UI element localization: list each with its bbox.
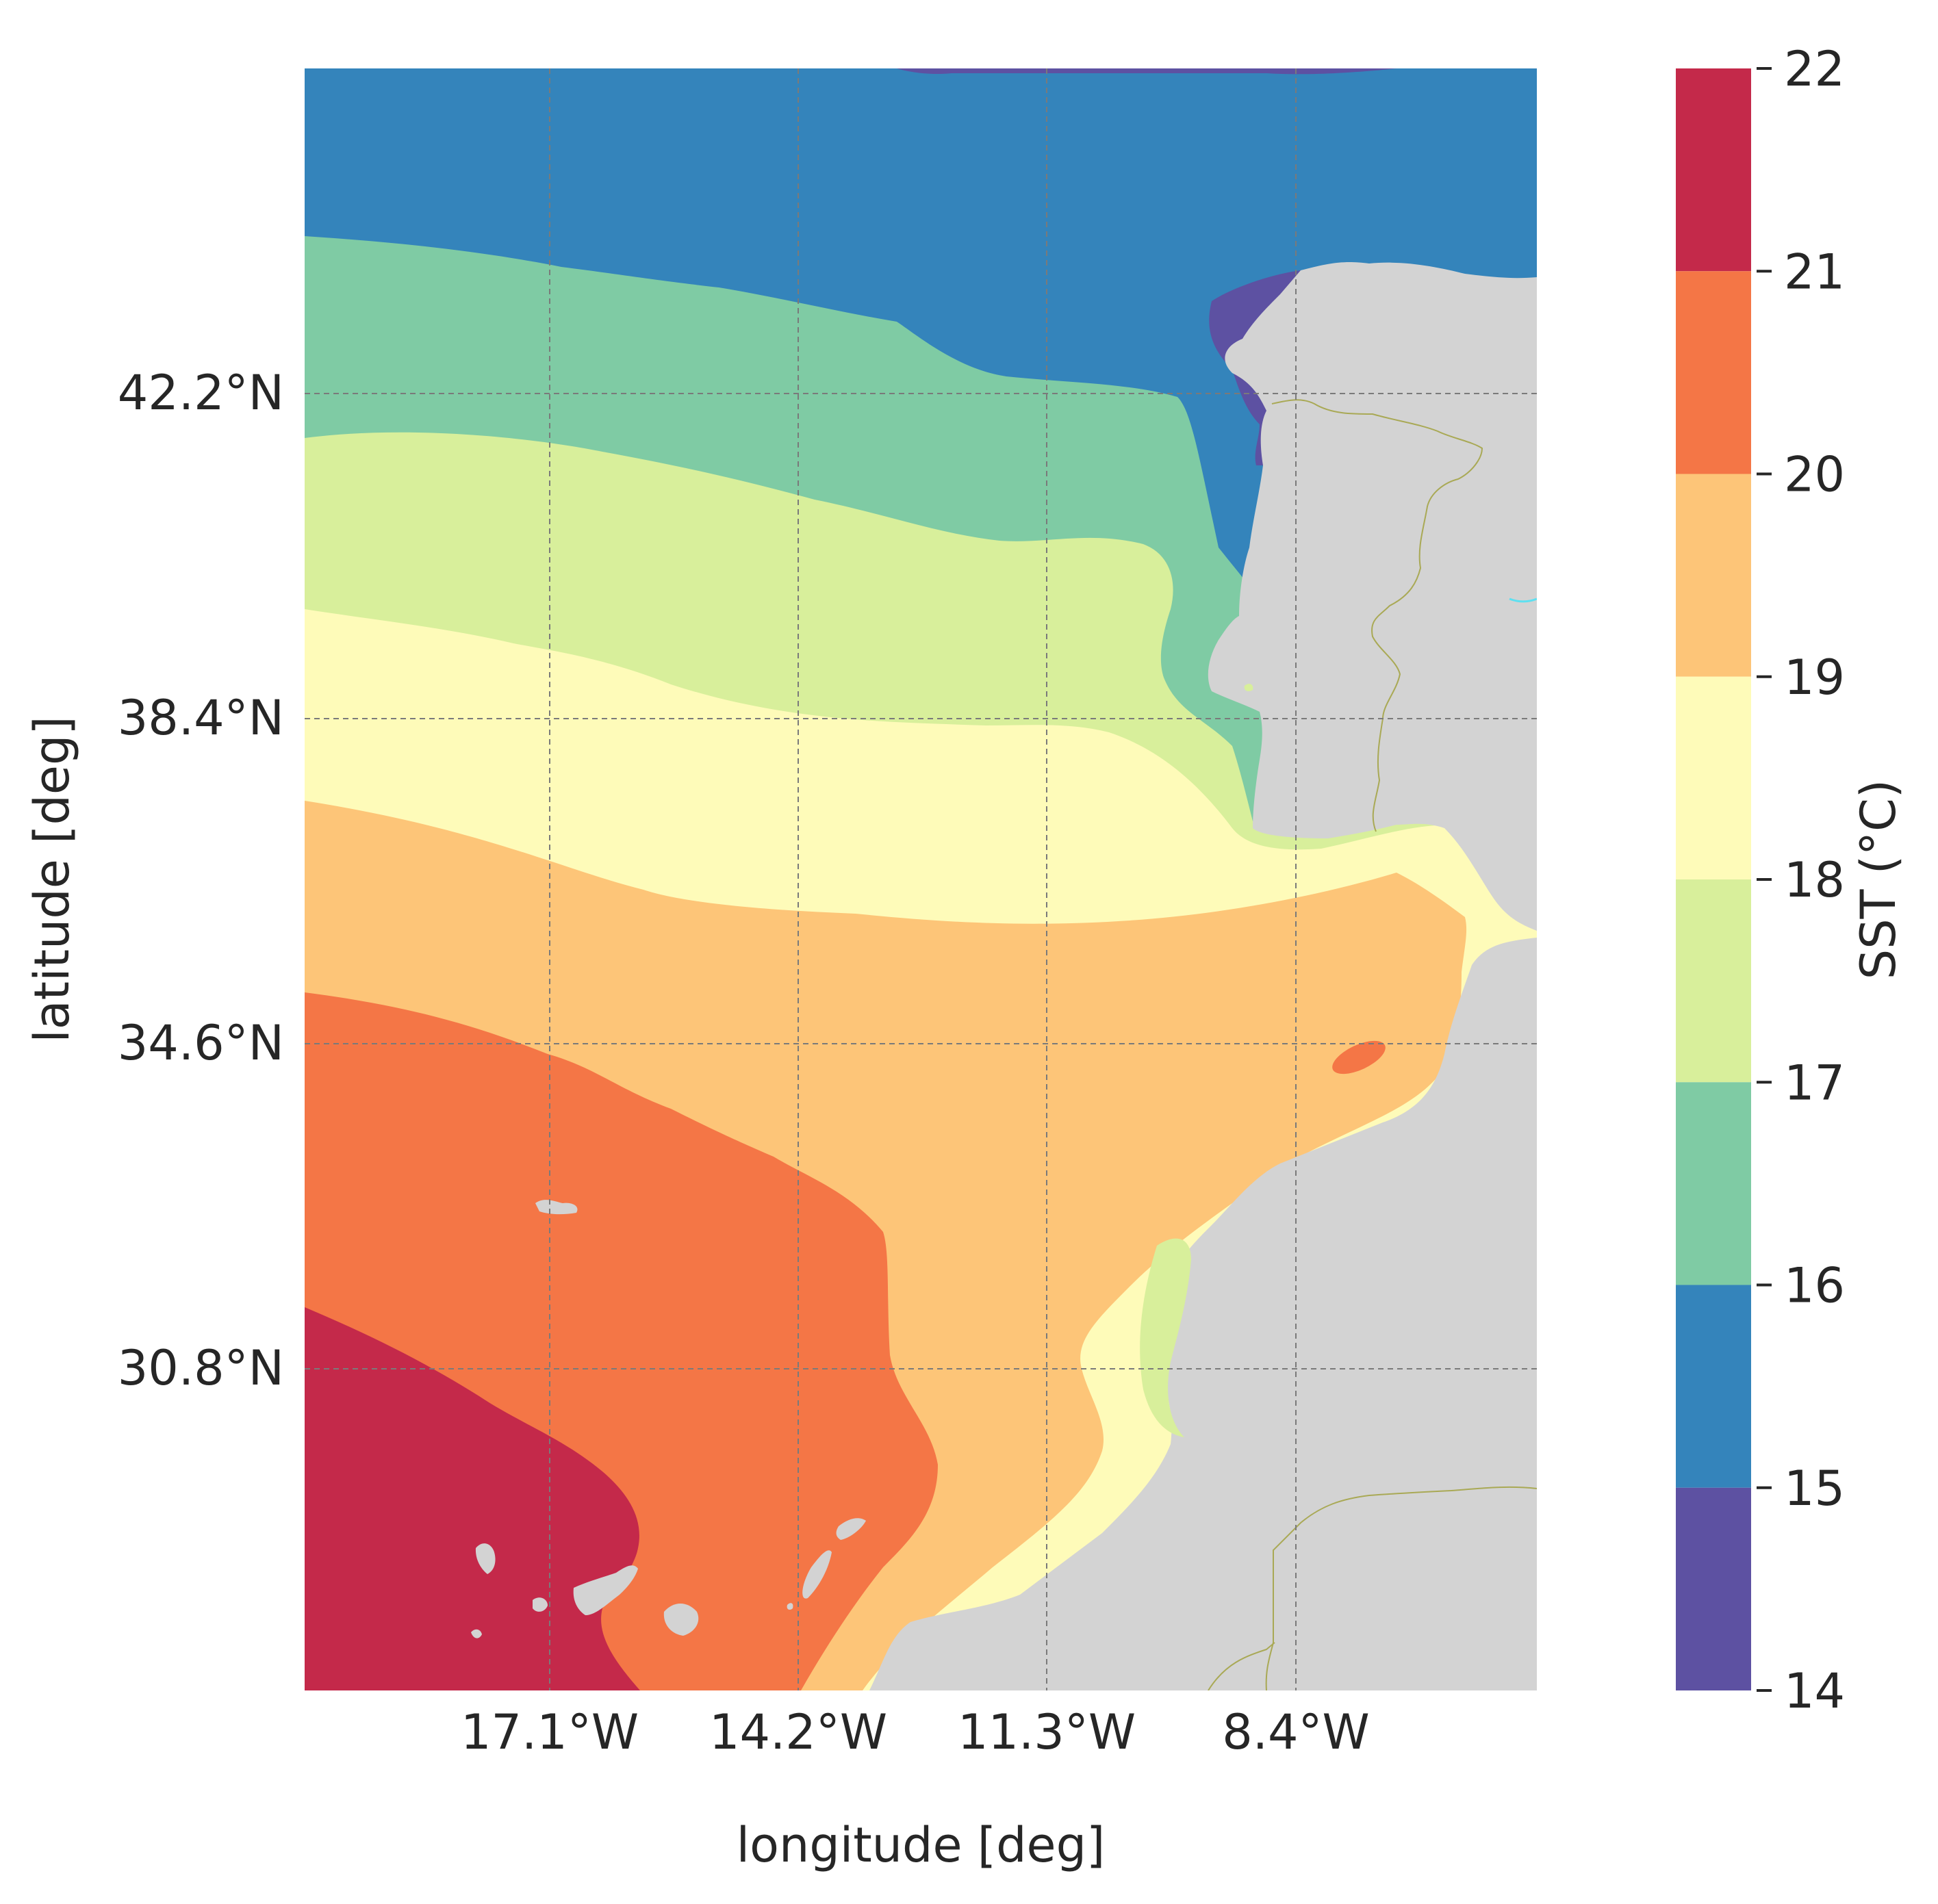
colorbar-tick-label: 17 bbox=[1784, 1055, 1845, 1111]
colorbar-label: SST (°C) bbox=[1850, 780, 1907, 979]
colorbar: 22 21 20 19 18 17 16 15 14 SST (°C) bbox=[1676, 41, 1907, 1719]
island-fuerteventura bbox=[802, 1550, 832, 1599]
sst-band-15-16 bbox=[305, 68, 1537, 616]
inland-water-mark bbox=[1509, 597, 1537, 603]
island-gran-canaria bbox=[663, 1603, 699, 1636]
land-iberia bbox=[1208, 262, 1537, 931]
y-axis-ticks: 42.2°N 38.4°N 34.6°N 30.8°N bbox=[118, 365, 284, 1396]
colorbar-tick-label: 15 bbox=[1784, 1461, 1845, 1517]
colorbar-ticks: 22 21 20 19 18 17 16 15 14 bbox=[1757, 41, 1845, 1719]
x-axis-ticks: 17.1°W 14.2°W 11.3°W 8.4°W bbox=[461, 1704, 1370, 1760]
colorbar-tick-label: 16 bbox=[1784, 1258, 1845, 1314]
colorbar-tick-label: 19 bbox=[1784, 649, 1845, 706]
x-tick-label: 14.2°W bbox=[709, 1704, 887, 1760]
island-la-palma bbox=[475, 1543, 496, 1574]
y-tick-label: 38.4°N bbox=[118, 690, 284, 746]
island-lanzarote bbox=[836, 1518, 866, 1540]
border-morocco bbox=[1265, 1486, 1537, 1690]
island-hierro bbox=[471, 1629, 482, 1638]
colorbar-band-17-18 bbox=[1676, 879, 1751, 1083]
map-panel bbox=[305, 68, 1537, 1690]
y-tick-label: 42.2°N bbox=[118, 365, 284, 421]
x-tick-label: 11.3°W bbox=[958, 1704, 1136, 1760]
land-africa bbox=[869, 938, 1537, 1690]
y-tick-label: 30.8°N bbox=[118, 1340, 284, 1396]
y-tick-label: 34.6°N bbox=[118, 1015, 284, 1071]
sst-green-patch-coast bbox=[1140, 1238, 1191, 1437]
x-tick-label: 8.4°W bbox=[1222, 1704, 1370, 1760]
colorbar-tick-label: 18 bbox=[1784, 852, 1845, 908]
island-small bbox=[787, 1603, 793, 1610]
border-western-sahara bbox=[1208, 1642, 1275, 1690]
colorbar-tick-label: 20 bbox=[1784, 447, 1845, 503]
colorbar-band-15-16 bbox=[1676, 1285, 1751, 1488]
colorbar-tick-label: 21 bbox=[1784, 244, 1845, 300]
island-madeira bbox=[535, 1200, 578, 1215]
colorbar-band-18-19 bbox=[1676, 676, 1751, 879]
colorbar-band-20-21 bbox=[1676, 271, 1751, 474]
x-tick-label: 17.1°W bbox=[461, 1704, 639, 1760]
sst-band-14-15-top bbox=[897, 68, 1397, 75]
colorbar-band-14-15 bbox=[1676, 1487, 1751, 1690]
colorbar-band-21-22 bbox=[1676, 68, 1751, 272]
colorbar-tick-label: 22 bbox=[1784, 41, 1845, 97]
y-axis-label: latitude [deg] bbox=[24, 716, 80, 1042]
island-gomera bbox=[533, 1597, 548, 1612]
colorbar-bands bbox=[1676, 68, 1751, 1690]
estuary-marker bbox=[1244, 684, 1253, 691]
colorbar-band-16-17 bbox=[1676, 1082, 1751, 1285]
colorbar-band-19-20 bbox=[1676, 474, 1751, 677]
x-axis-label: longitude [deg] bbox=[737, 1817, 1106, 1873]
island-tenerife bbox=[573, 1565, 638, 1615]
gridlines bbox=[305, 68, 1537, 1690]
border-spain-portugal bbox=[1271, 399, 1483, 832]
colorbar-tick-label: 14 bbox=[1784, 1663, 1845, 1719]
sst-warm-anomaly bbox=[1332, 1040, 1386, 1075]
